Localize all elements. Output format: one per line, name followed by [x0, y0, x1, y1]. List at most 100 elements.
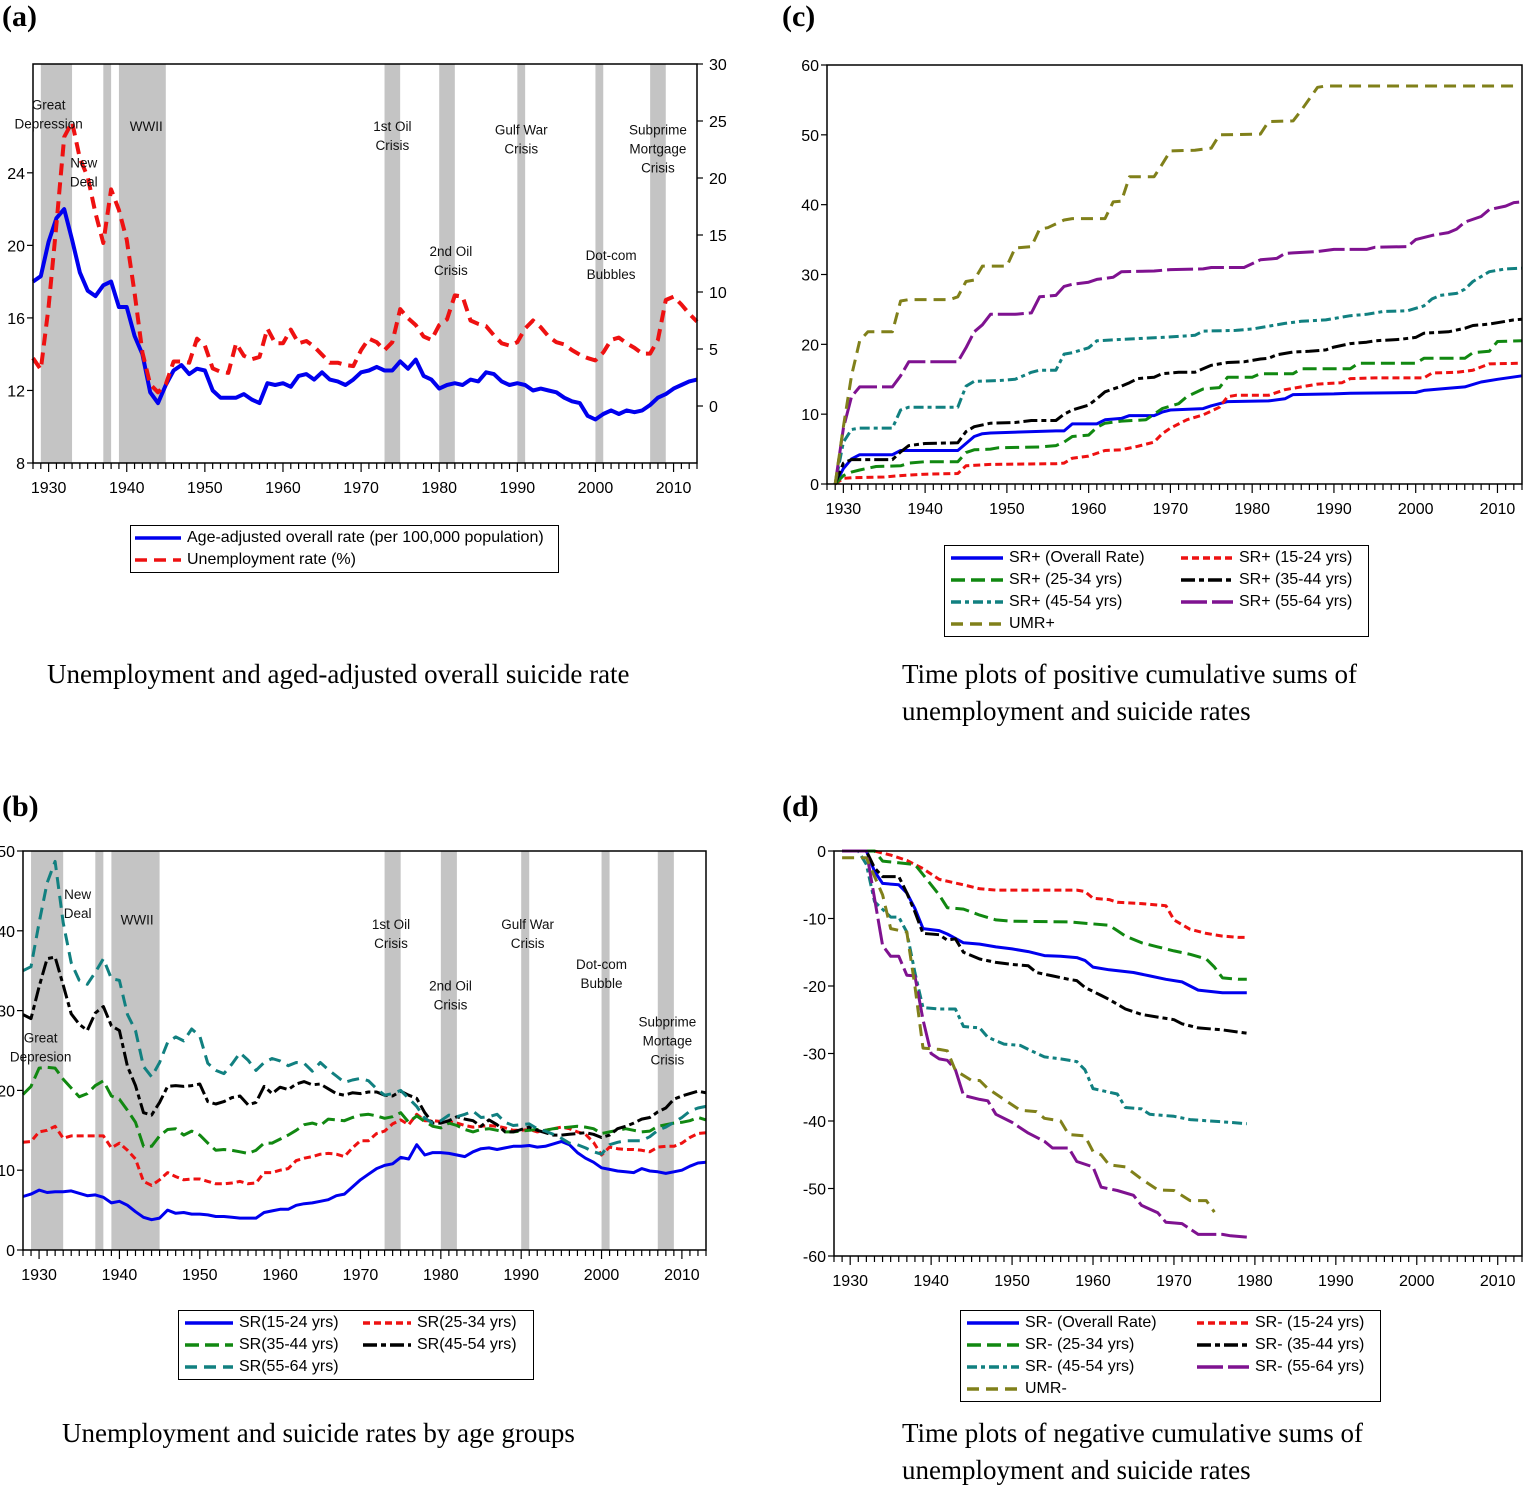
chart-d: 1930 1940 1950 1960 1970 1980 1990 2000 2010 -60 -… [803, 844, 1523, 1290]
legend-row: SR+ (Overall Rate) SR+ (15-24 yrs) [951, 547, 1362, 569]
annotation: Gulf War Crisis [501, 917, 554, 951]
series-line-3 [22, 955, 707, 1139]
legend-row: SR- (45-54 yrs) SR- (55-64 yrs) [967, 1356, 1374, 1378]
caption-a: Unemployment and aged-adjusted overall s… [47, 659, 630, 689]
series-line-3 [833, 317, 1523, 485]
legend-label: UMR+ [1009, 615, 1055, 632]
legend-item: SR(25-34 yrs) [363, 1314, 517, 1332]
y-tick-label: 40 [0, 924, 15, 941]
y-tick-label: -20 [803, 979, 826, 996]
legend-swatch [185, 1365, 233, 1369]
legend-item: SR- (35-44 yrs) [1197, 1336, 1364, 1354]
x-tick-label: 1990 [1318, 1273, 1354, 1290]
legend-row: SR(15-24 yrs) SR(25-34 yrs) [185, 1312, 527, 1334]
legend-row: Age-adjusted overall rate (per 100,000 p… [135, 527, 554, 549]
y-tick-label: -50 [803, 1182, 826, 1199]
x-tick-label: 2010 [1480, 501, 1516, 518]
shaded-period [521, 851, 530, 1250]
x-tick-label: 1950 [994, 1273, 1030, 1290]
plot-frame [826, 64, 1523, 485]
y-tick-label: -10 [803, 912, 826, 929]
legend-swatch [951, 622, 1003, 626]
y-tick-label: -30 [803, 1047, 826, 1064]
y-tick-label: 50 [801, 128, 819, 145]
panel-a-label: (a) [2, 0, 37, 33]
legend-item: SR(35-44 yrs) [185, 1336, 353, 1354]
x-tick-label: 2010 [656, 480, 692, 497]
legend-item: SR+ (45-54 yrs) [951, 593, 1171, 611]
x-tick-label: 1930 [826, 501, 862, 518]
legend-item: SR- (15-24 yrs) [1197, 1314, 1364, 1332]
y-right-tick-label: 20 [709, 171, 727, 188]
legend-label: SR+ (15-24 yrs) [1239, 549, 1353, 566]
annotation: Great Depression [14, 97, 82, 131]
y-tick-label: 20 [7, 238, 25, 255]
x-tick-label: 1940 [907, 501, 943, 518]
legend-label: SR- (35-44 yrs) [1255, 1336, 1365, 1353]
x-tick-label: 1940 [102, 1267, 138, 1284]
legend-label: SR(45-54 yrs) [417, 1336, 517, 1353]
x-tick-label: 2000 [1398, 501, 1434, 518]
legend-swatch [1181, 556, 1233, 560]
y-tick-label: 40 [801, 198, 819, 215]
legend-swatch [135, 536, 181, 540]
series-line-1 [834, 361, 1523, 486]
legend-row: UMR+ [951, 613, 1362, 635]
x-tick-label: 1970 [343, 480, 379, 497]
legend-swatch [967, 1387, 1019, 1391]
legend-c: SR+ (Overall Rate) SR+ (15-24 yrs) SR+ (25… [944, 545, 1370, 637]
series-line-5 [833, 200, 1523, 485]
legend-label: SR- (25-34 yrs) [1025, 1336, 1135, 1353]
panel-d-label: (d) [782, 790, 819, 823]
x-tick-label: 1960 [262, 1267, 298, 1284]
caption-d: Time plots of negative cumulative sums o… [902, 1418, 1363, 1485]
caption-c: Time plots of positive cumulative sums o… [902, 659, 1357, 726]
shaded-period [111, 851, 160, 1250]
legend-swatch [185, 1321, 233, 1325]
y-tick-label: -40 [803, 1114, 826, 1131]
annotation: Dot-com Bubble [576, 957, 627, 991]
y-tick-label: 30 [801, 268, 819, 285]
legend-row: SR- (25-34 yrs) SR- (35-44 yrs) [967, 1334, 1374, 1356]
legend-swatch [951, 556, 1003, 560]
legend-label: SR+ (55-64 yrs) [1239, 593, 1353, 610]
legend-item: SR- (45-54 yrs) [967, 1358, 1187, 1376]
legend-item: SR- (55-64 yrs) [1197, 1358, 1364, 1376]
legend-label: SR+ (35-44 yrs) [1239, 571, 1353, 588]
y-right-tick-label: 15 [709, 228, 727, 245]
y-tick-label: 10 [0, 1163, 15, 1180]
legend-item: SR+ (Overall Rate) [951, 549, 1171, 567]
x-tick-label: 1990 [503, 1267, 539, 1284]
annotation: New Deal [70, 155, 98, 189]
y-tick-label: -60 [803, 1249, 826, 1266]
legend-label: SR+ (45-54 yrs) [1009, 593, 1123, 610]
x-tick-label: 1960 [1075, 1273, 1111, 1290]
legend-swatch [967, 1343, 1019, 1347]
legend-row: SR- (Overall Rate) SR- (15-24 yrs) [967, 1312, 1374, 1334]
series-line-1 [842, 849, 1247, 939]
x-tick-label: 2000 [578, 480, 614, 497]
series-line-4 [833, 266, 1523, 485]
y-tick-label: 10 [801, 407, 819, 424]
legend-swatch [1181, 578, 1233, 582]
annotation: Subprime Mortage Crisis [639, 1015, 697, 1068]
y-tick-label: 30 [0, 1004, 15, 1021]
legend-label: UMR- [1025, 1380, 1067, 1397]
legend-row: UMR- [967, 1378, 1374, 1400]
x-tick-label: 1940 [109, 480, 145, 497]
legend-swatch [1181, 600, 1233, 604]
y-right-tick-label: 25 [709, 114, 727, 131]
legend-label: SR(15-24 yrs) [239, 1314, 339, 1331]
y-right-tick-label: 0 [709, 399, 718, 416]
y-right-tick-label: 10 [709, 285, 727, 302]
legend-item: SR+ (55-64 yrs) [1181, 593, 1352, 611]
x-tick-label: 1930 [31, 480, 67, 497]
chart-b: 1930 1940 1950 1960 1970 1980 1990 2000 2010 0 10 2… [0, 844, 707, 1284]
legend-item: SR- (Overall Rate) [967, 1314, 1187, 1332]
legend-label: SR- (Overall Rate) [1025, 1314, 1157, 1331]
annotation: 1st Oil Crisis [373, 119, 411, 153]
y-tick-label: 8 [16, 456, 25, 473]
x-tick-label: 1950 [182, 1267, 218, 1284]
x-tick-label: 1970 [343, 1267, 379, 1284]
x-tick-label: 2000 [1399, 1273, 1435, 1290]
